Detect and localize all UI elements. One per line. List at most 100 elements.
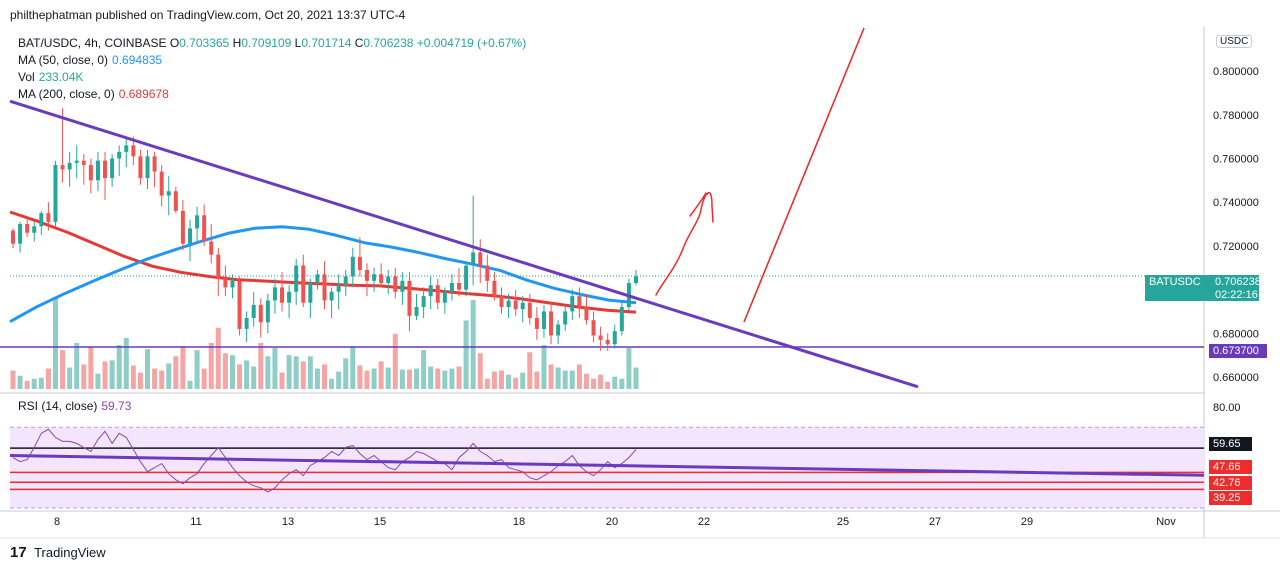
legend-rsi-label: RSI (14, close) [18, 399, 98, 413]
candle-body [485, 265, 490, 281]
tradingview-brand: TradingView [34, 545, 106, 560]
legend-symbol-row: BAT/USDC, 4h, COINBASE O0.703365 H0.7091… [18, 36, 526, 50]
legend-ma200: MA (200, close, 0) 0.689678 [18, 87, 169, 101]
candle-body [280, 287, 285, 303]
volume-bar [562, 370, 568, 389]
candle-body [506, 300, 511, 308]
volume-bar [60, 350, 66, 389]
candle-body [612, 331, 617, 345]
legend-rsi: RSI (14, close) 59.73 [18, 399, 131, 413]
candle-body [223, 278, 228, 288]
currency-button[interactable]: USDC [1216, 35, 1253, 48]
volume-bar [421, 350, 427, 389]
volume-bar [392, 333, 398, 389]
candle-body [67, 162, 72, 170]
volume-bar [314, 368, 320, 389]
volume-bar [357, 365, 363, 389]
candle-body [173, 191, 178, 211]
candle-body [25, 224, 30, 233]
volume-bar [258, 343, 264, 389]
volume-bar [123, 337, 129, 389]
candle-body [117, 151, 122, 159]
legend-ma50: MA (50, close, 0) 0.694835 [18, 53, 162, 67]
candle-body [598, 335, 603, 340]
candle-body [11, 230, 15, 244]
candle-body [110, 158, 115, 179]
volume-bar [116, 345, 122, 389]
price-trendline [9, 99, 919, 389]
last-price-badge: BATUSDC 0.706238 02:22:16 [1145, 275, 1261, 301]
volume-bar [527, 352, 533, 389]
price-axis-tick: 0.780000 [1213, 110, 1259, 122]
volume-bar [88, 347, 94, 389]
candle-body [464, 265, 469, 290]
last-price-symbol: BATUSDC [1149, 276, 1201, 288]
volume-bar [534, 371, 540, 389]
price-chart[interactable]: 0.660000 0.680000 0.720000 0.740000 0.760000… [0, 26, 1280, 544]
tradingview-footer[interactable]: 17 TradingView [10, 544, 106, 561]
price-axis-tick: 0.680000 [1213, 328, 1259, 340]
volume-bar [399, 369, 405, 389]
legend-ma200-value: 0.689678 [118, 87, 169, 101]
volume-bar [513, 377, 519, 389]
legend-ohlc: O0.703365 H0.709109 L0.701714 C0.706238 [170, 36, 417, 50]
candle-body [541, 311, 546, 329]
candle-body [492, 280, 497, 297]
volume-bar [244, 360, 250, 389]
candle-body [619, 307, 624, 332]
volume-bar [74, 343, 80, 389]
candle-body [131, 145, 136, 157]
volume-bar [52, 297, 58, 389]
drawn-arrow-short [655, 191, 714, 296]
candle-body [322, 274, 327, 301]
price-axis-tick: 0.740000 [1213, 197, 1259, 209]
time-axis-tick: 25 [837, 516, 849, 528]
candle-body [60, 165, 65, 170]
volume-bar [520, 372, 526, 389]
volume-bar [17, 375, 23, 389]
volume-bar [201, 368, 207, 389]
volume-bar [449, 368, 455, 389]
drawn-arrow-long [743, 27, 865, 323]
volume-bar [569, 370, 575, 389]
candle-body [53, 165, 58, 222]
candle-body [556, 324, 561, 336]
candle-body [294, 265, 299, 292]
volume-bar [548, 364, 554, 389]
price-axis-tick: 0.720000 [1213, 241, 1259, 253]
candle-body [584, 307, 589, 321]
volume-bar [159, 370, 165, 389]
legend-ma50-label: MA (50, close, 0) [18, 53, 109, 67]
time-axis-tick: 22 [698, 516, 710, 528]
volume-bar [371, 368, 377, 389]
volume-bar [385, 367, 391, 389]
volume-bar [237, 364, 243, 389]
volume-bar [633, 367, 639, 389]
candle-body [32, 226, 37, 233]
volume-bar [265, 356, 271, 389]
volume-bar [414, 368, 420, 389]
volume-bar [612, 376, 618, 389]
candle-body [152, 156, 157, 172]
candle-body [265, 300, 270, 323]
time-axis-tick: 13 [282, 516, 294, 528]
last-price-value: 0.706238 [1215, 276, 1261, 288]
volume-bar [378, 361, 384, 389]
legend-o-value: 0.703365 [179, 36, 230, 50]
candle-body [386, 276, 391, 284]
volume-bar [329, 378, 335, 389]
time-axis-tick: 11 [190, 516, 201, 528]
candle-body [287, 291, 292, 303]
volume-bar [463, 320, 469, 389]
legend-vol: Vol 233.04K [18, 70, 83, 84]
volume-bar [272, 348, 278, 389]
price-axis-tick: 0.660000 [1213, 372, 1259, 384]
volume-bar [477, 353, 483, 389]
candle-body [563, 311, 568, 325]
volume-bar [145, 349, 151, 389]
candle-body [46, 213, 51, 222]
candle-body [329, 291, 334, 301]
volume-bar [293, 356, 299, 389]
legend-symbol: BAT/USDC, 4h, COINBASE [18, 36, 167, 50]
volume-bar [442, 370, 448, 389]
